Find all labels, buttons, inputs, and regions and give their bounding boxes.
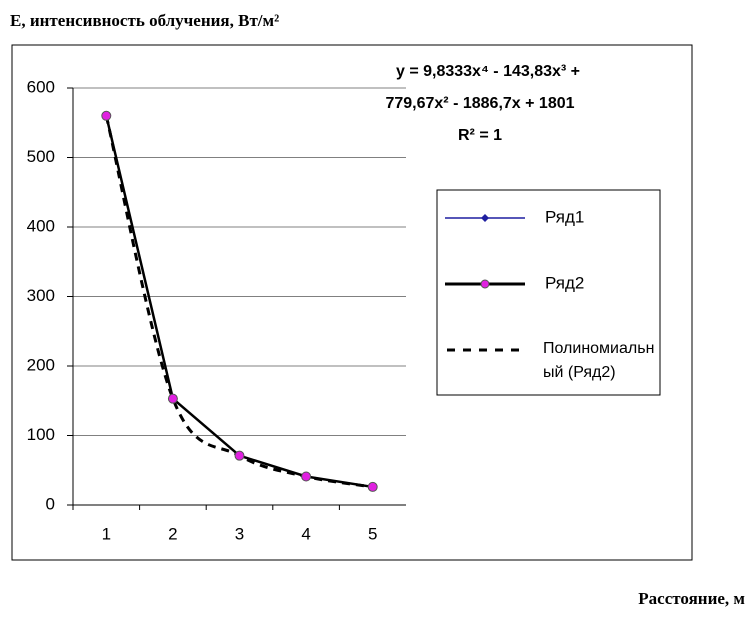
y-tick-label: 0 bbox=[46, 494, 55, 513]
x-tick-label: 1 bbox=[102, 524, 111, 543]
chart-border bbox=[11, 44, 693, 561]
point bbox=[301, 471, 312, 482]
x-tick-label: 3 bbox=[235, 524, 244, 543]
legend-label: Ряд1 bbox=[545, 207, 584, 226]
legend bbox=[436, 189, 661, 396]
legend-marker bbox=[480, 279, 490, 289]
trend-equation: y = 9,8333x⁴ - 143,83x³ + bbox=[396, 63, 580, 80]
x-tick-label: 2 bbox=[168, 524, 177, 543]
y-tick-label: 600 bbox=[27, 77, 55, 96]
x-tick-label: 5 bbox=[368, 524, 377, 543]
legend-marker bbox=[481, 214, 489, 222]
x-axis-label: Расстояние, м bbox=[638, 589, 745, 608]
y-tick-label: 300 bbox=[27, 286, 55, 305]
point bbox=[101, 110, 112, 121]
legend-label: Полиномиальный (Ряд2) bbox=[543, 340, 655, 381]
point bbox=[167, 393, 178, 404]
x-tick-label: 4 bbox=[301, 524, 310, 543]
legend-item: Полиномиальный (Ряд2) bbox=[543, 340, 655, 381]
trendline bbox=[104, 115, 373, 489]
y-tick-label: 400 bbox=[27, 216, 55, 235]
y-tick-label: 100 bbox=[27, 425, 55, 444]
legend-label: Ряд2 bbox=[545, 273, 584, 292]
chart-title: E, интенсивность облучения, Вт/м² bbox=[10, 11, 279, 30]
trend-r2: R² = 1 bbox=[458, 127, 502, 144]
y-tick-label: 200 bbox=[27, 355, 55, 374]
y-tick-label: 500 bbox=[27, 147, 55, 166]
trend-equation: 779,67x² - 1886,7x + 1801 bbox=[385, 95, 574, 112]
point bbox=[234, 450, 245, 461]
point bbox=[367, 481, 378, 492]
